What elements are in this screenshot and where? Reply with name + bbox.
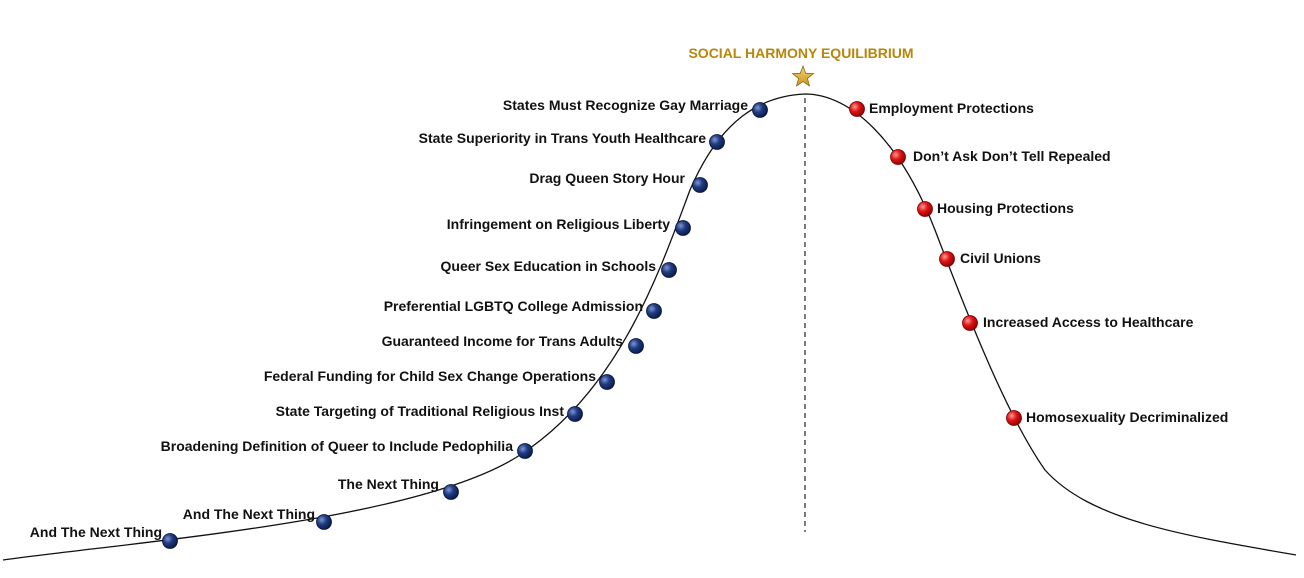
left-label-and-the-next-thing: And The Next Thing	[30, 524, 162, 540]
left-label-the-next-thing: The Next Thing	[338, 476, 439, 492]
left-label-state-targeting-of-traditional-religious-inst: State Targeting of Traditional Religious…	[276, 403, 565, 419]
left-item: And The Next Thing	[183, 506, 332, 530]
right-label-housing-protections: Housing Protections	[937, 200, 1074, 216]
left-item: The Next Thing	[338, 476, 459, 500]
left-item: Broadening Definition of Queer to Includ…	[161, 438, 533, 459]
bell-curve	[2, 93, 1297, 561]
left-item: Guaranteed Income for Trans Adults	[382, 333, 644, 354]
right-marker-dot	[962, 315, 978, 331]
left-label-guaranteed-income-for-trans-adults: Guaranteed Income for Trans Adults	[382, 333, 624, 349]
right-label-don-t-ask-don-t-tell-repealed: Don’t Ask Don’t Tell Repealed	[913, 148, 1111, 164]
left-label-queer-sex-education-in-schools: Queer Sex Education in Schools	[441, 258, 657, 274]
left-item: Drag Queen Story Hour	[529, 170, 708, 193]
left-marker-dot	[162, 533, 178, 549]
right-marker-dot	[849, 101, 865, 117]
left-label-and-the-next-thing: And The Next Thing	[183, 506, 315, 522]
left-marker-dot	[675, 220, 691, 236]
left-marker-dot	[316, 514, 332, 530]
left-item: State Targeting of Traditional Religious…	[276, 403, 583, 422]
left-marker-dot	[599, 374, 615, 390]
right-item: Don’t Ask Don’t Tell Repealed	[890, 148, 1111, 165]
right-label-increased-access-to-healthcare: Increased Access to Healthcare	[983, 314, 1194, 330]
right-item: Employment Protections	[849, 100, 1034, 117]
left-item: Federal Funding for Child Sex Change Ope…	[264, 368, 615, 390]
right-marker-dot	[890, 149, 906, 165]
left-items: States Must Recognize Gay Marriage State …	[30, 97, 768, 549]
right-label-employment-protections: Employment Protections	[869, 100, 1034, 116]
left-item: Preferential LGBTQ College Admission	[384, 298, 662, 319]
left-label-broadening-definition-of-queer-to-include-pedophilia: Broadening Definition of Queer to Includ…	[161, 438, 514, 454]
right-marker-dot	[917, 201, 933, 217]
left-label-state-superiority-in-trans-youth-healthcare: State Superiority in Trans Youth Healthc…	[419, 130, 707, 146]
left-item: State Superiority in Trans Youth Healthc…	[419, 130, 725, 150]
right-item: Civil Unions	[939, 250, 1041, 267]
left-marker-dot	[443, 484, 459, 500]
right-marker-dot	[939, 251, 955, 267]
left-marker-dot	[628, 338, 644, 354]
left-item: Queer Sex Education in Schools	[441, 258, 677, 278]
left-marker-dot	[692, 177, 708, 193]
left-marker-dot	[567, 406, 583, 422]
right-item: Homosexuality Decriminalized	[1006, 409, 1228, 426]
left-marker-dot	[709, 134, 725, 150]
left-item: And The Next Thing	[30, 524, 178, 549]
right-items: Employment Protections Don’t Ask Don’t Te…	[849, 100, 1228, 426]
left-item: States Must Recognize Gay Marriage	[503, 97, 768, 118]
left-label-drag-queen-story-hour: Drag Queen Story Hour	[529, 170, 685, 186]
left-label-federal-funding-for-child-sex-change-operations: Federal Funding for Child Sex Change Ope…	[264, 368, 596, 384]
right-marker-dot	[1006, 410, 1022, 426]
right-item: Housing Protections	[917, 200, 1074, 217]
left-marker-dot	[752, 102, 768, 118]
left-label-states-must-recognize-gay-marriage: States Must Recognize Gay Marriage	[503, 97, 748, 113]
left-marker-dot	[517, 443, 533, 459]
right-item: Increased Access to Healthcare	[962, 314, 1194, 331]
page-title: SOCIAL HARMONY EQUILIBRIUM	[688, 45, 913, 61]
left-marker-dot	[661, 262, 677, 278]
right-label-homosexuality-decriminalized: Homosexuality Decriminalized	[1026, 409, 1228, 425]
left-marker-dot	[646, 303, 662, 319]
right-label-civil-unions: Civil Unions	[960, 250, 1041, 266]
star-icon	[791, 64, 815, 87]
left-label-infringement-on-religious-liberty: Infringement on Religious Liberty	[447, 216, 670, 232]
left-item: Infringement on Religious Liberty	[447, 216, 691, 236]
left-label-preferential-lgbtq-college-admission: Preferential LGBTQ College Admission	[384, 298, 643, 314]
